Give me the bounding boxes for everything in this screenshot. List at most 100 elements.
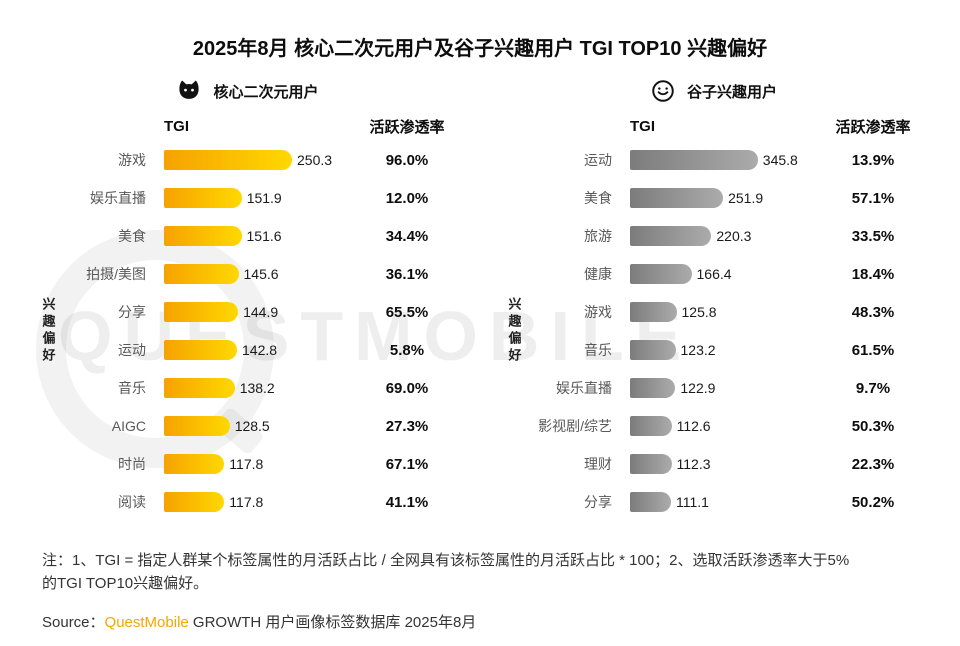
category-label: 美食 xyxy=(118,228,146,244)
tgi-bar xyxy=(630,454,672,474)
penetration-value: 41.1% xyxy=(385,493,429,511)
category-label: 美食 xyxy=(584,190,612,206)
category-label: 影视剧/综艺 xyxy=(538,418,612,434)
tgi-value: 220.3 xyxy=(716,228,752,244)
category-label: 阅读 xyxy=(118,494,146,510)
footnote: 注：1、TGI = 指定人群某个标签属性的月活跃占比 / 全网具有该标签属性的月… xyxy=(42,549,918,596)
category-label: 分享 xyxy=(584,494,612,510)
category-label: 游戏 xyxy=(584,304,612,320)
tgi-bar xyxy=(164,226,242,246)
tgi-value: 125.8 xyxy=(681,304,717,320)
tgi-bar xyxy=(630,378,676,398)
penetration-value: 9.7% xyxy=(855,379,891,397)
chart-row: 理财 112.3 22.3% xyxy=(527,445,925,483)
tgi-bar xyxy=(630,302,677,322)
chart-title: 谷子兴趣用户 xyxy=(686,83,777,101)
penetration-value: 69.0% xyxy=(385,379,429,397)
chart-row: 游戏 250.3 96.0% xyxy=(61,141,459,179)
category-label: 运动 xyxy=(584,152,612,168)
penetration-value: 96.0% xyxy=(385,151,429,169)
tgi-bar xyxy=(164,150,292,170)
tgi-column-header: TGI xyxy=(630,117,655,135)
chart-row: 分享 111.1 50.2% xyxy=(527,483,925,521)
category-label: 音乐 xyxy=(118,380,146,396)
category-label: 音乐 xyxy=(584,342,612,358)
penetration-value: 48.3% xyxy=(851,303,895,321)
tgi-value: 345.8 xyxy=(762,152,798,168)
tgi-value: 128.5 xyxy=(234,418,270,434)
tgi-value: 117.8 xyxy=(229,494,264,510)
tgi-bar xyxy=(164,188,242,208)
bar-rows: 运动 345.8 13.9% 美食 251.9 57.1% 旅游 220.3 33.5% 健康 16… xyxy=(527,141,925,521)
penetration-value: 57.1% xyxy=(851,189,895,207)
page-title: 2025年8月 核心二次元用户及谷子兴趣用户 TGI TOP10 兴趣偏好 xyxy=(192,38,768,60)
penetration-value: 67.1% xyxy=(385,455,429,473)
column-headers: TGI 活跃渗透率 xyxy=(61,111,459,141)
tgi-bar xyxy=(630,226,712,246)
tgi-column-header: TGI xyxy=(164,117,189,135)
footnote-line-2: 的TGI TOP10兴趣偏好。 xyxy=(42,575,209,593)
chart-row: 旅游 220.3 33.5% xyxy=(527,217,925,255)
category-label: 分享 xyxy=(118,304,146,320)
tgi-bar xyxy=(164,340,237,360)
category-label: 时尚 xyxy=(118,456,146,472)
category-label: 娱乐直播 xyxy=(90,190,146,206)
chart-title: 核心二次元用户 xyxy=(213,83,319,101)
tgi-value: 142.8 xyxy=(242,342,278,358)
category-label: 理财 xyxy=(584,456,612,472)
source-line: Source：QuestMobile GROWTH 用户画像标签数据库 2025… xyxy=(42,611,918,632)
chart-row: 拍摄/美图 145.6 36.1% xyxy=(61,255,459,293)
tgi-bar xyxy=(630,264,692,284)
chart-row: 游戏 125.8 48.3% xyxy=(527,293,925,331)
tgi-bar xyxy=(630,340,676,360)
chart-row: 时尚 117.8 67.1% xyxy=(61,445,459,483)
bar-rows: 游戏 250.3 96.0% 娱乐直播 151.9 12.0% 美食 151.6 34.4% 拍摄… xyxy=(61,141,459,521)
chart-row: 阅读 117.8 41.1% xyxy=(61,483,459,521)
charts-container: 核心二次元用户 兴趣偏好 TGI 活跃渗透率 游戏 250.3 96.0% 娱乐直播 1… xyxy=(0,73,960,521)
chart-row: 运动 142.8 5.8% xyxy=(61,331,459,369)
penetration-value: 61.5% xyxy=(851,341,895,359)
chart-row: 音乐 123.2 61.5% xyxy=(527,331,925,369)
chart-row: 美食 151.6 34.4% xyxy=(61,217,459,255)
tgi-bar xyxy=(164,302,239,322)
penetration-value: 22.3% xyxy=(851,455,895,473)
tgi-value: 151.9 xyxy=(246,190,282,206)
chart-row: 健康 166.4 18.4% xyxy=(527,255,925,293)
category-label: 娱乐直播 xyxy=(556,380,612,396)
penetration-column-header: 活跃渗透率 xyxy=(835,118,911,136)
penetration-value: 13.9% xyxy=(851,151,895,169)
chart-row: 运动 345.8 13.9% xyxy=(527,141,925,179)
badge-icon xyxy=(649,77,677,105)
category-label: 旅游 xyxy=(584,228,612,244)
chart-row: 美食 251.9 57.1% xyxy=(527,179,925,217)
penetration-value: 18.4% xyxy=(851,265,895,283)
penetration-value: 5.8% xyxy=(389,341,425,359)
tgi-value: 166.4 xyxy=(696,266,732,282)
chart-row: AIGC 128.5 27.3% xyxy=(61,407,459,445)
category-label: AIGC xyxy=(111,418,146,434)
penetration-value: 65.5% xyxy=(385,303,429,321)
penetration-value: 34.4% xyxy=(385,227,429,245)
column-headers: TGI 活跃渗透率 xyxy=(527,111,925,141)
penetration-value: 50.2% xyxy=(851,493,895,511)
tgi-bar xyxy=(630,416,672,436)
tgi-bar xyxy=(630,492,671,512)
source-brand: QuestMobile xyxy=(104,613,189,631)
tgi-bar xyxy=(164,416,230,436)
tgi-bar xyxy=(164,378,235,398)
tgi-value: 112.3 xyxy=(676,456,711,472)
chart-row: 音乐 138.2 69.0% xyxy=(61,369,459,407)
tgi-value: 123.2 xyxy=(680,342,716,358)
category-label: 游戏 xyxy=(118,152,146,168)
penetration-value: 36.1% xyxy=(385,265,429,283)
chart-core-anime-users: 核心二次元用户 兴趣偏好 TGI 活跃渗透率 游戏 250.3 96.0% 娱乐直播 1… xyxy=(35,73,459,521)
penetration-value: 27.3% xyxy=(385,417,429,435)
y-axis-label: 兴趣偏好 xyxy=(506,297,522,365)
chart-row: 影视剧/综艺 112.6 50.3% xyxy=(527,407,925,445)
tgi-value: 251.9 xyxy=(728,190,764,206)
chart-goods-interest-users: 谷子兴趣用户 兴趣偏好 TGI 活跃渗透率 运动 345.8 13.9% 美食 251.… xyxy=(501,73,925,521)
tgi-bar xyxy=(164,454,225,474)
tgi-bar xyxy=(164,492,225,512)
footnote-line-1: 注：1、TGI = 指定人群某个标签属性的月活跃占比 / 全网具有该标签属性的月… xyxy=(42,552,850,569)
category-label: 健康 xyxy=(584,266,612,282)
